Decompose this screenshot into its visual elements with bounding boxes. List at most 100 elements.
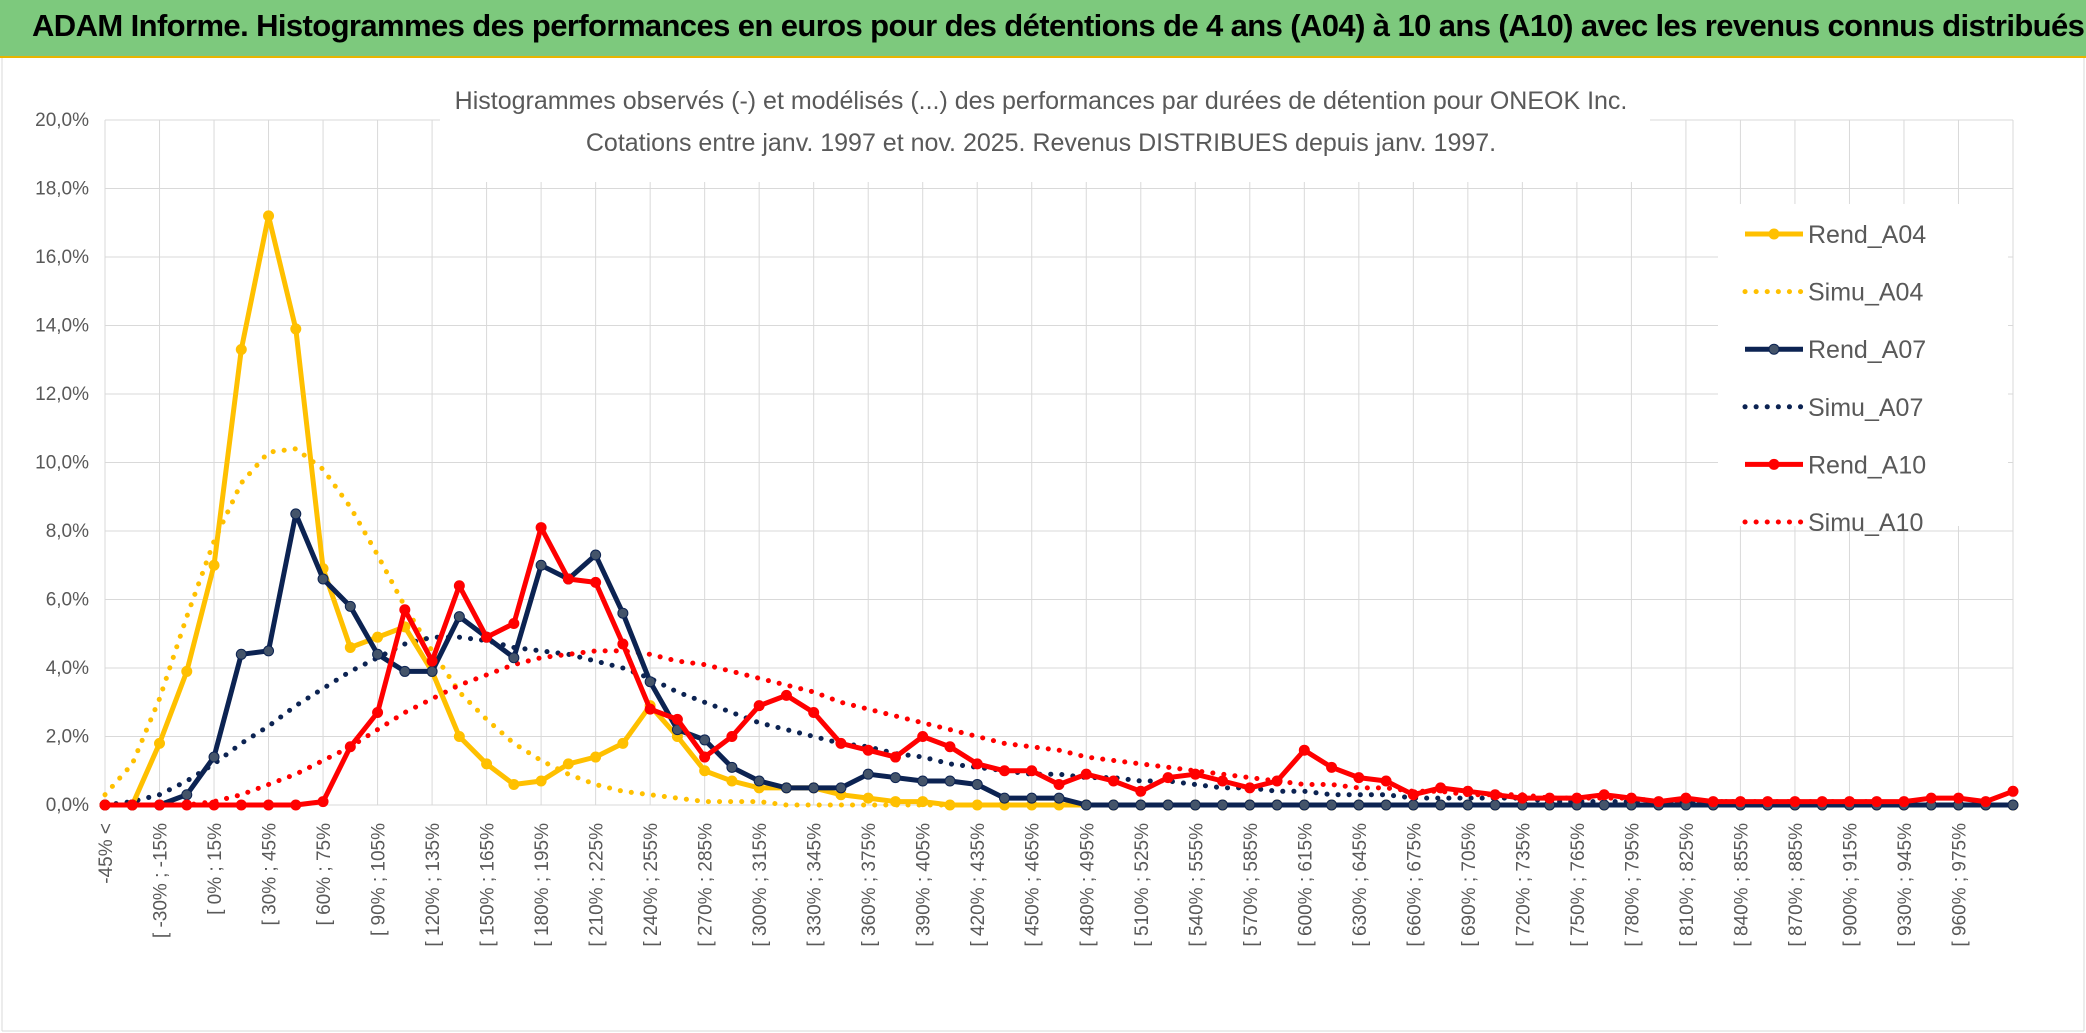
data-point-rend-a10 bbox=[208, 799, 220, 811]
data-point-rend-a10 bbox=[372, 707, 384, 719]
y-tick-label: 16,0% bbox=[35, 247, 89, 268]
data-point-rend-a04 bbox=[944, 799, 956, 811]
legend-label-rend-a07: Rend_A07 bbox=[1808, 336, 1926, 364]
data-point-rend-a07 bbox=[1407, 799, 1419, 811]
y-tick-label: 4,0% bbox=[46, 658, 89, 679]
data-point-rend-a10 bbox=[154, 799, 166, 811]
gridlines bbox=[104, 119, 2014, 806]
data-point-rend-a07 bbox=[453, 611, 465, 623]
data-point-rend-a10 bbox=[290, 799, 302, 811]
series-layer bbox=[99, 210, 2019, 811]
legend: Rend_A04 Simu_A04 Rend_A07 Simu_A07 Rend_A10… bbox=[1718, 204, 2008, 537]
x-tick-label: [ 300% ; 315% bbox=[750, 823, 771, 947]
data-point-rend-a10 bbox=[617, 638, 629, 650]
data-point-rend-a07 bbox=[1108, 799, 1120, 811]
data-point-rend-a10 bbox=[1734, 796, 1746, 808]
data-point-rend-a10 bbox=[1244, 782, 1256, 794]
legend-label-simu-a07: Simu_A07 bbox=[1808, 394, 1923, 422]
data-point-rend-a10 bbox=[1407, 789, 1419, 801]
data-point-rend-a10 bbox=[1625, 792, 1637, 804]
x-tick-label: [ 330% ; 345% bbox=[805, 823, 826, 947]
data-point-rend-a10 bbox=[1189, 768, 1201, 780]
x-tick-label: [ 600% ; 615% bbox=[1295, 823, 1316, 947]
data-point-rend-a10 bbox=[453, 580, 465, 592]
x-tick-label: [ 390% ; 405% bbox=[914, 823, 935, 947]
legend-background bbox=[1718, 204, 2008, 526]
data-point-rend-a07 bbox=[726, 761, 738, 773]
y-tick-label: 0,0% bbox=[46, 795, 89, 816]
data-point-rend-a07 bbox=[917, 775, 929, 787]
data-point-rend-a04 bbox=[562, 758, 574, 770]
x-axis: -45% < [ -30% ; -15% [ 0% ; 15% [ 30% ; 45%… bbox=[96, 823, 1970, 947]
histogram-chart: -45% < [ -30% ; -15% [ 0% ; 15% [ 30% ; 45%… bbox=[1, 58, 2085, 1032]
legend-marker-rend-a07 bbox=[1768, 343, 1780, 355]
data-point-rend-a07 bbox=[1489, 799, 1501, 811]
data-point-rend-a10 bbox=[481, 631, 493, 643]
data-point-rend-a10 bbox=[1162, 772, 1174, 784]
chart-title-line1: Histogrammes observés (-) et modélisés (… bbox=[455, 87, 1628, 115]
data-point-rend-a04 bbox=[181, 665, 193, 677]
data-point-rend-a07 bbox=[290, 508, 302, 520]
data-point-rend-a10 bbox=[590, 576, 602, 588]
y-tick-label: 18,0% bbox=[35, 179, 89, 200]
x-tick-label: [ 150% ; 165% bbox=[478, 823, 499, 947]
report-banner: ADAM Informe. Histogrammes des performan… bbox=[0, 0, 2086, 58]
data-point-rend-a07 bbox=[835, 782, 847, 794]
data-point-rend-a10 bbox=[235, 799, 247, 811]
data-point-rend-a07 bbox=[590, 549, 602, 561]
data-point-rend-a10 bbox=[1516, 792, 1528, 804]
data-point-rend-a04 bbox=[535, 775, 547, 787]
data-point-rend-a10 bbox=[344, 741, 356, 753]
data-point-rend-a07 bbox=[1053, 792, 1065, 804]
data-point-rend-a04 bbox=[344, 641, 356, 653]
data-point-rend-a10 bbox=[862, 744, 874, 756]
x-tick-label: [ 930% ; 945% bbox=[1895, 823, 1916, 947]
data-point-rend-a10 bbox=[1843, 796, 1855, 808]
data-point-rend-a10 bbox=[508, 617, 520, 629]
data-point-rend-a07 bbox=[208, 751, 220, 763]
data-point-rend-a10 bbox=[1135, 785, 1147, 797]
data-point-rend-a10 bbox=[835, 737, 847, 749]
data-point-rend-a10 bbox=[1598, 789, 1610, 801]
data-point-rend-a10 bbox=[1080, 768, 1092, 780]
data-point-rend-a04 bbox=[372, 631, 384, 643]
data-point-rend-a07 bbox=[263, 645, 275, 657]
data-point-rend-a10 bbox=[99, 799, 111, 811]
data-point-rend-a07 bbox=[1353, 799, 1365, 811]
legend-label-rend-a04: Rend_A04 bbox=[1808, 221, 1926, 249]
x-tick-label: [ 270% ; 285% bbox=[696, 823, 717, 947]
x-tick-label: [ 570% ; 585% bbox=[1241, 823, 1262, 947]
x-tick-label: [ 690% ; 705% bbox=[1459, 823, 1480, 947]
x-tick-label: [ 840% ; 855% bbox=[1731, 823, 1752, 947]
legend-label-rend-a10: Rend_A10 bbox=[1808, 451, 1926, 479]
x-tick-label: [ 960% ; 975% bbox=[1949, 823, 1970, 947]
data-point-rend-a07 bbox=[426, 665, 438, 677]
data-point-rend-a07 bbox=[644, 676, 656, 688]
data-point-rend-a10 bbox=[1707, 796, 1719, 808]
data-point-rend-a04 bbox=[699, 765, 711, 777]
data-point-rend-a10 bbox=[753, 700, 765, 712]
data-point-rend-a10 bbox=[263, 799, 275, 811]
x-tick-label: [ 510% ; 525% bbox=[1132, 823, 1153, 947]
x-tick-label: [ 780% ; 795% bbox=[1622, 823, 1643, 947]
data-point-rend-a10 bbox=[644, 703, 656, 715]
data-point-rend-a07 bbox=[399, 665, 411, 677]
data-point-rend-a07 bbox=[372, 648, 384, 660]
data-point-rend-a10 bbox=[562, 573, 574, 585]
data-point-rend-a10 bbox=[1380, 775, 1392, 787]
data-point-rend-a10 bbox=[1925, 792, 1937, 804]
data-point-rend-a10 bbox=[1898, 796, 1910, 808]
data-point-rend-a07 bbox=[1326, 799, 1338, 811]
x-tick-label: [ 810% ; 825% bbox=[1677, 823, 1698, 947]
x-tick-label: [ 210% ; 225% bbox=[587, 823, 608, 947]
data-point-rend-a10 bbox=[1571, 792, 1583, 804]
x-tick-label: [ 240% ; 255% bbox=[641, 823, 662, 947]
data-point-rend-a10 bbox=[1489, 789, 1501, 801]
data-point-rend-a10 bbox=[1053, 778, 1065, 790]
data-point-rend-a10 bbox=[1544, 792, 1556, 804]
data-point-rend-a10 bbox=[699, 751, 711, 763]
data-point-rend-a07 bbox=[1217, 799, 1229, 811]
data-point-rend-a07 bbox=[1135, 799, 1147, 811]
x-tick-label: [ 0% ; 15% bbox=[205, 823, 226, 915]
x-tick-label: [ 630% ; 645% bbox=[1350, 823, 1371, 947]
